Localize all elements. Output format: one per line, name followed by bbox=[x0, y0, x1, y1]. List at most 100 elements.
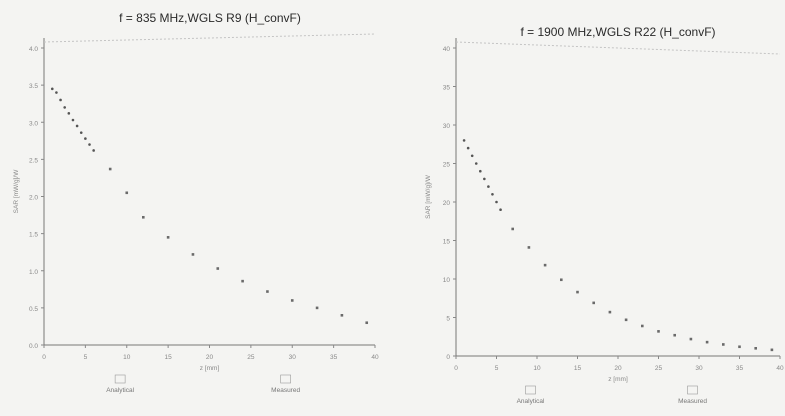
series-analytical bbox=[511, 227, 774, 352]
y-tick-label: 5 bbox=[446, 316, 450, 323]
x-tick-label: 0 bbox=[454, 365, 458, 372]
legend-entry-analytical: Analytical bbox=[517, 385, 545, 405]
data-point bbox=[474, 162, 478, 165]
chart-title: f = 1900 MHz,WGLS R22 (H_convF) bbox=[520, 25, 715, 39]
x-tick-label: 20 bbox=[614, 365, 622, 372]
legend-marker bbox=[280, 374, 291, 384]
data-point bbox=[722, 343, 725, 346]
x-tick-label: 40 bbox=[776, 365, 784, 372]
data-point bbox=[770, 348, 774, 352]
top-border bbox=[455, 41, 781, 55]
data-point bbox=[142, 215, 145, 219]
data-point bbox=[79, 131, 83, 134]
data-point bbox=[166, 236, 170, 239]
series-analytical bbox=[108, 167, 369, 325]
legend-entry-measured: Measured bbox=[678, 385, 707, 405]
y-tick-label: 30 bbox=[443, 123, 451, 130]
data-point bbox=[55, 91, 58, 94]
y-tick-label: 40 bbox=[443, 46, 451, 53]
data-point bbox=[479, 169, 482, 173]
data-point bbox=[657, 330, 660, 333]
data-point bbox=[641, 324, 644, 328]
data-point bbox=[125, 191, 129, 195]
y-axis-label: SAR [mW/g]/W bbox=[13, 169, 20, 214]
y-tick-label: 25 bbox=[443, 162, 451, 169]
data-point bbox=[499, 208, 502, 211]
data-point bbox=[491, 193, 494, 196]
legend-label: Measured bbox=[678, 398, 707, 405]
y-tick-label: 4.0 bbox=[29, 46, 38, 53]
data-point bbox=[290, 299, 294, 302]
data-point bbox=[88, 143, 91, 146]
top-border bbox=[43, 33, 376, 43]
x-tick-label: 5 bbox=[495, 365, 499, 372]
data-point bbox=[576, 290, 579, 294]
data-point bbox=[754, 347, 757, 350]
y-axis-label: SAR [mW/g]/W bbox=[425, 174, 432, 219]
data-point bbox=[673, 333, 676, 337]
x-axis-label: z [mm] bbox=[200, 365, 220, 372]
x-tick-label: 25 bbox=[655, 365, 663, 372]
data-point bbox=[689, 337, 693, 341]
data-point bbox=[527, 246, 531, 249]
series-measured bbox=[50, 87, 95, 152]
y-tick-label: 15 bbox=[443, 239, 451, 246]
data-point bbox=[108, 167, 112, 171]
data-point bbox=[241, 279, 244, 283]
data-point bbox=[67, 112, 71, 115]
x-tick-label: 30 bbox=[289, 354, 297, 361]
legend-entry-measured: Measured bbox=[271, 374, 300, 394]
data-point bbox=[483, 177, 486, 181]
data-point bbox=[543, 263, 547, 267]
data-point bbox=[84, 137, 87, 140]
data-point bbox=[487, 185, 490, 188]
x-tick-label: 10 bbox=[123, 354, 131, 361]
x-tick-label: 35 bbox=[736, 365, 744, 372]
legend-entry-analytical: Analytical bbox=[106, 374, 135, 394]
y-tick-label: 0.5 bbox=[29, 306, 38, 313]
data-point bbox=[462, 139, 466, 142]
data-point bbox=[59, 98, 62, 102]
y-tick-label: 10 bbox=[443, 277, 451, 284]
x-tick-label: 0 bbox=[42, 354, 46, 361]
legend-marker bbox=[525, 385, 536, 395]
legend-marker bbox=[114, 374, 126, 384]
legend-label: Analytical bbox=[106, 387, 134, 394]
chart-2: f = 1900 MHz,WGLS R22 (H_convF) 0 5 10 15 20 2… bbox=[425, 25, 784, 405]
data-point bbox=[560, 278, 563, 282]
y-tick-label: 2.0 bbox=[29, 195, 38, 202]
data-point bbox=[705, 340, 709, 344]
y-tick-label: 0.0 bbox=[29, 343, 38, 350]
chart-1: f = 835 MHz,WGLS R9 (H_convF) 0.0 0.5 1.0 1.… bbox=[13, 11, 379, 394]
data-point bbox=[75, 124, 79, 128]
data-point bbox=[216, 267, 220, 270]
x-tick-label: 35 bbox=[330, 354, 338, 361]
x-tick-label: 15 bbox=[574, 365, 582, 372]
y-tick-label: 1.5 bbox=[29, 232, 38, 239]
x-tick-label: 10 bbox=[533, 365, 541, 372]
data-point bbox=[624, 318, 628, 322]
data-point bbox=[738, 345, 741, 349]
data-point bbox=[511, 227, 514, 231]
data-point bbox=[592, 301, 595, 305]
x-tick-label: 20 bbox=[206, 354, 214, 361]
data-point bbox=[495, 200, 498, 204]
y-tick-label: 35 bbox=[443, 85, 451, 92]
x-tick-label: 30 bbox=[695, 365, 703, 372]
data-point bbox=[191, 253, 195, 256]
y-tick-label: 1.0 bbox=[29, 269, 38, 276]
y-tick-label: 20 bbox=[443, 200, 451, 207]
data-point bbox=[608, 310, 612, 314]
y-tick-label: 3.5 bbox=[29, 83, 38, 90]
data-point bbox=[470, 154, 474, 158]
x-axis-label: z [mm] bbox=[608, 376, 628, 383]
data-point bbox=[466, 146, 470, 150]
chart-title: f = 835 MHz,WGLS R9 (H_convF) bbox=[119, 11, 301, 25]
y-tick-label: 2.5 bbox=[29, 157, 38, 164]
data-point bbox=[340, 314, 344, 317]
data-point bbox=[50, 87, 54, 91]
legend-label: Measured bbox=[271, 387, 300, 394]
data-point bbox=[315, 306, 319, 310]
y-tick-label: 0 bbox=[446, 354, 450, 361]
legend-label: Analytical bbox=[517, 398, 545, 405]
